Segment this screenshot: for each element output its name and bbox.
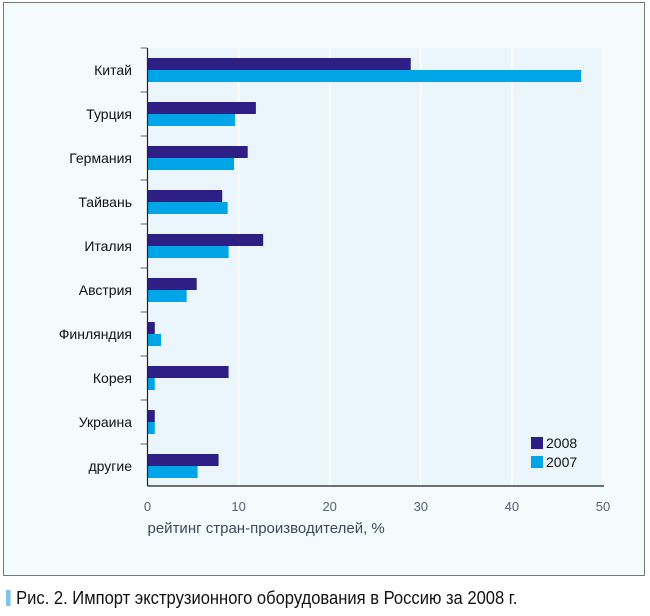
category-label: Украина xyxy=(79,414,133,430)
category-label: другие xyxy=(88,458,132,474)
bar-2007 xyxy=(147,114,235,126)
legend-label: 2007 xyxy=(546,454,577,470)
bar-2007 xyxy=(147,466,198,478)
bar-2007 xyxy=(147,290,187,302)
bar-2008 xyxy=(147,58,411,70)
category-label: Австрия xyxy=(79,282,132,298)
category-label: Финляндия xyxy=(59,326,132,342)
x-tick-label: 50 xyxy=(596,499,610,514)
bar-2007 xyxy=(147,334,162,346)
category-label: Италия xyxy=(84,238,132,254)
bar-2008 xyxy=(147,102,256,114)
bar-2008 xyxy=(147,454,219,466)
figure-caption: Рис. 2. Импорт экструзионного оборудован… xyxy=(6,588,517,609)
bar-2007 xyxy=(147,378,155,390)
bar-2007 xyxy=(147,422,155,434)
legend-label: 2008 xyxy=(546,435,577,451)
bar-2007 xyxy=(147,158,235,170)
category-label: Китай xyxy=(94,62,132,78)
caption-marker xyxy=(6,590,11,606)
bar-2007 xyxy=(147,246,229,258)
x-tick-label: 0 xyxy=(144,499,151,514)
category-label: Корея xyxy=(93,370,132,386)
x-axis-title: рейтинг стран-производителей, % xyxy=(148,520,385,537)
category-label: Германия xyxy=(69,150,132,166)
category-label: Тайвань xyxy=(78,194,132,210)
bar-2008 xyxy=(147,190,223,202)
x-tick-label: 30 xyxy=(414,499,428,514)
x-tick-label: 20 xyxy=(322,499,336,514)
category-label: Турция xyxy=(86,106,132,122)
bar-2007 xyxy=(147,202,228,214)
caption-text: Рис. 2. Импорт экструзионного оборудован… xyxy=(16,588,518,608)
bar-2008 xyxy=(147,234,264,246)
bar-2008 xyxy=(147,278,197,290)
bar-2008 xyxy=(147,366,229,378)
legend-swatch xyxy=(531,437,543,449)
legend-swatch xyxy=(531,456,543,468)
bar-2008 xyxy=(147,410,155,422)
bar-2008 xyxy=(147,146,248,158)
x-tick-label: 10 xyxy=(231,499,245,514)
bar-2007 xyxy=(147,70,582,82)
x-tick-label: 40 xyxy=(505,499,519,514)
bar-2008 xyxy=(147,322,155,334)
